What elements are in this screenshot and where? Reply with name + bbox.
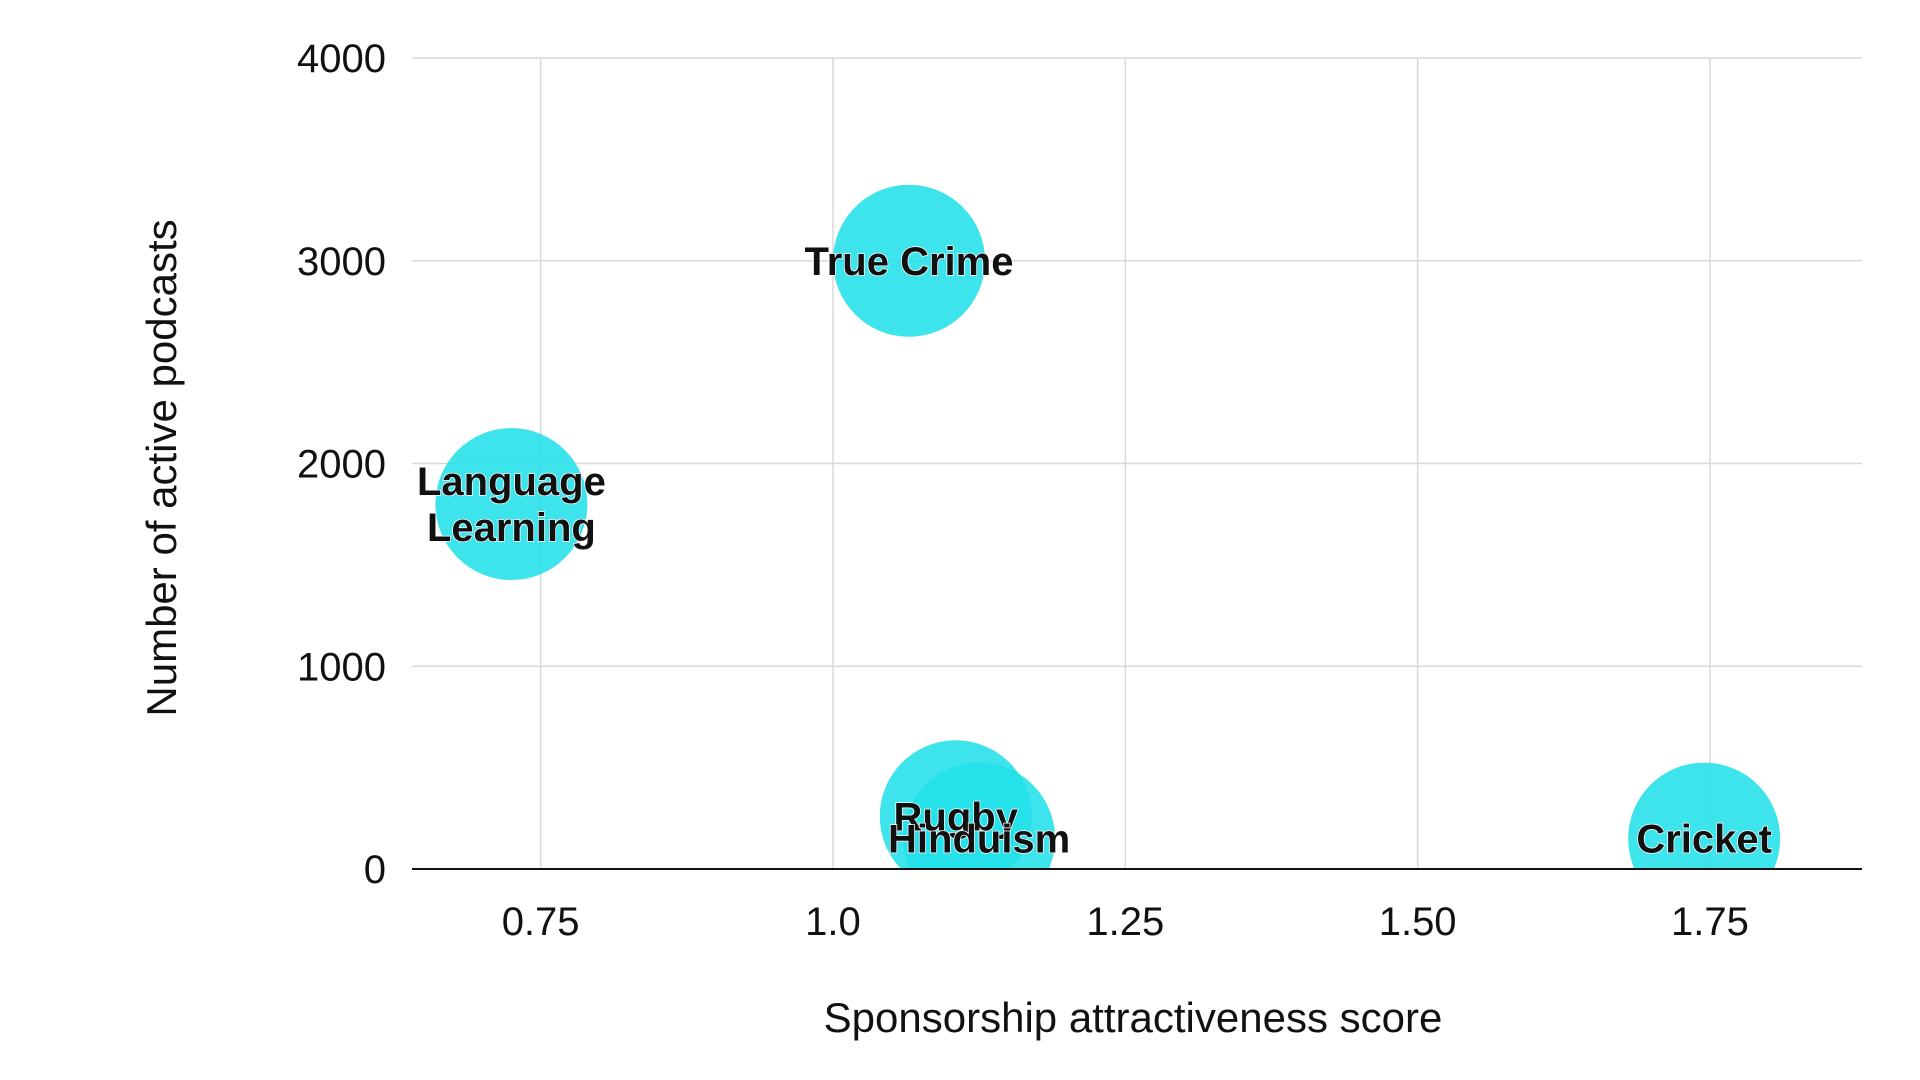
x-tick-label: 0.75 xyxy=(502,900,580,944)
bubble-label-line: Cricket xyxy=(1636,818,1772,862)
bubbles xyxy=(435,184,1781,869)
x-tick-label: 1.25 xyxy=(1086,900,1164,944)
bubble-point xyxy=(832,184,985,337)
bubble-label: Hinduism xyxy=(888,818,1070,862)
bubble-label: Rugby xyxy=(894,795,1019,839)
y-tick-label: 0 xyxy=(364,848,386,892)
x-tick-label: 1.50 xyxy=(1379,900,1457,944)
bubble-label-line: Learning xyxy=(427,506,596,550)
y-tick-label: 1000 xyxy=(297,645,386,689)
y-tick-label: 3000 xyxy=(297,240,386,284)
tick-labels: 0.75 1.0 1.25 1.50 1.75 0 1000 2000 3000 4000 xyxy=(297,37,1749,944)
bubble-label-line: Language xyxy=(417,460,606,504)
bubble-point xyxy=(1628,762,1781,869)
y-tick-label: 2000 xyxy=(297,443,386,487)
bubble-label: Cricket xyxy=(1636,818,1772,862)
grid xyxy=(412,57,1862,869)
x-tick-label: 1.0 xyxy=(805,900,861,944)
y-axis-title: Number of active podcasts xyxy=(138,219,185,716)
bubble-label-line: Rugby xyxy=(894,795,1019,839)
x-axis-title: Sponsorship attractiveness score xyxy=(824,994,1443,1041)
bubble-label-line: Hinduism xyxy=(888,818,1070,862)
bubble-point xyxy=(903,762,1056,869)
y-tick-label: 4000 xyxy=(297,37,386,81)
bubble-label-line: True Crime xyxy=(804,240,1013,284)
x-tick-label: 1.75 xyxy=(1671,900,1749,944)
bubble-label: Language Learning xyxy=(417,460,606,550)
bubble-point xyxy=(435,428,588,581)
bubble-label: True Crime xyxy=(804,240,1013,284)
